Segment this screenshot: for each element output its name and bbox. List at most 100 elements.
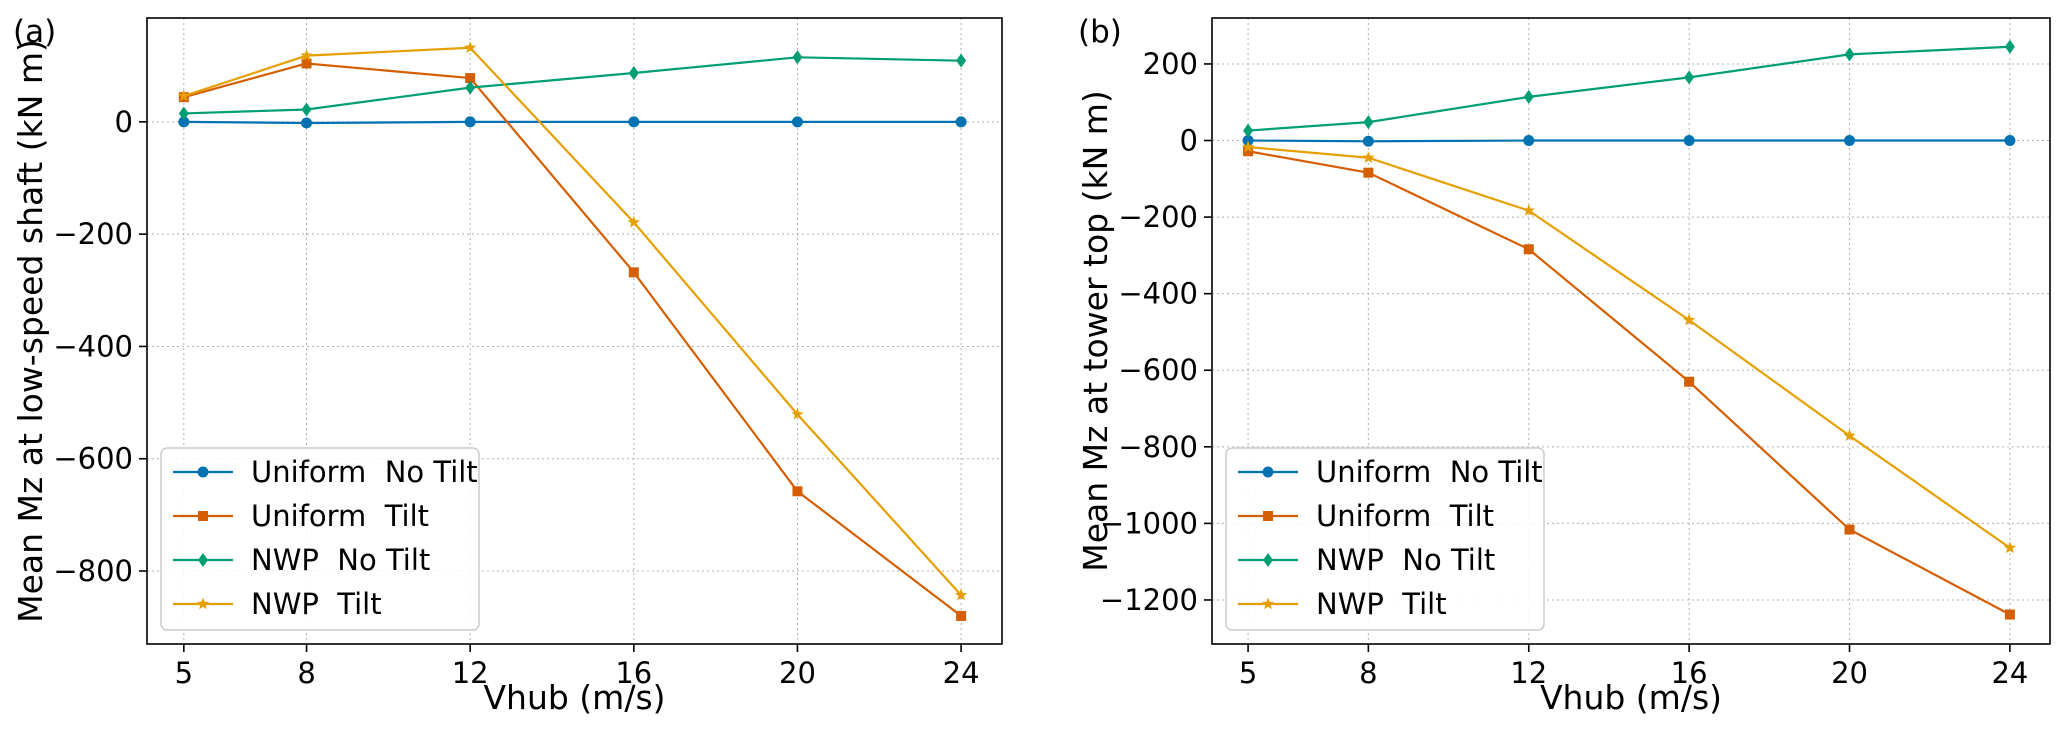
data-point xyxy=(464,116,476,128)
legend-label: Uniform Tilt xyxy=(1316,499,1494,533)
y-tick-label: −1000 xyxy=(1100,506,1198,540)
x-tick-label: 24 xyxy=(1991,656,2028,690)
series-line xyxy=(1248,45,2010,132)
x-tick-label: 12 xyxy=(452,656,489,690)
legend: Uniform No Tilt Uniform Tilt NWP No Tilt NW… xyxy=(160,447,480,631)
legend-marker xyxy=(198,511,208,521)
series-line xyxy=(183,46,962,596)
legend-label: Uniform No Tilt xyxy=(1316,455,1543,489)
y-tick-label: −400 xyxy=(1118,277,1198,311)
y-tick-label: 0 xyxy=(1180,124,1198,158)
data-point xyxy=(955,116,967,128)
x-tick-label: 20 xyxy=(779,656,816,690)
data-point xyxy=(1243,123,1254,138)
data-point xyxy=(1362,135,1374,147)
legend-label: NWP Tilt xyxy=(251,587,382,621)
data-point xyxy=(464,41,477,54)
series-line xyxy=(183,56,962,115)
series-diamond xyxy=(1243,39,2015,138)
legend-box xyxy=(160,447,480,631)
series-line xyxy=(1247,145,2011,549)
data-point xyxy=(465,73,476,84)
legend-label: NWP No Tilt xyxy=(251,543,430,577)
y-axis-label: Mean Mz at low-speed shaft (kN m) xyxy=(11,39,50,623)
data-point xyxy=(1844,135,1856,147)
y-tick-label: −600 xyxy=(1118,353,1198,387)
panel-a: 5 8 12 16 20 24 0 −200 −400 −600 −800 Vhub (m/s) Mea… xyxy=(11,14,1003,717)
legend-entry: Uniform No Tilt xyxy=(173,455,478,489)
x-tick-label: 12 xyxy=(1510,656,1547,690)
y-tick-label: 0 xyxy=(115,105,133,139)
x-tick-label: 8 xyxy=(1359,656,1377,690)
legend-box xyxy=(1225,447,1545,631)
legend-entry: NWP Tilt xyxy=(1238,587,1447,621)
series-star xyxy=(1241,140,2017,554)
x-axis-label: Vhub (m/s) xyxy=(483,678,665,717)
data-point xyxy=(792,486,803,497)
legend-marker xyxy=(1261,597,1275,610)
data-point xyxy=(1241,140,1255,153)
legend-marker xyxy=(1262,466,1274,478)
legend-marker xyxy=(197,466,209,478)
legend-entry: NWP No Tilt xyxy=(1238,543,1495,577)
data-point xyxy=(1843,429,1856,441)
series-circle xyxy=(1242,135,2016,147)
y-tick-label: −800 xyxy=(53,554,133,588)
legend-marker xyxy=(1263,553,1273,567)
data-point xyxy=(178,106,189,121)
x-tick-label: 20 xyxy=(1831,656,1868,690)
y-tick-label: 200 xyxy=(1143,47,1198,81)
data-point xyxy=(956,53,967,68)
series-line xyxy=(1248,139,2010,143)
data-point xyxy=(2004,39,2015,54)
data-point xyxy=(177,89,190,102)
panel-b: 5 8 12 16 20 24 200 0 −200 −400 −600 −800 −1000 −1200… xyxy=(1076,14,2051,717)
legend-entry: Uniform No Tilt xyxy=(1238,455,1543,489)
data-point xyxy=(301,58,312,69)
data-point xyxy=(1523,89,1534,104)
panel-label-a: (a) xyxy=(13,14,56,50)
y-tick-label: −200 xyxy=(53,217,133,251)
y-tick-label: −200 xyxy=(1118,200,1198,234)
data-point xyxy=(1242,135,1254,147)
legend-label: NWP No Tilt xyxy=(1316,543,1495,577)
data-point xyxy=(1684,376,1695,387)
data-point xyxy=(1682,313,1696,326)
data-point xyxy=(1523,135,1535,147)
data-point xyxy=(628,267,639,278)
legend-label: NWP Tilt xyxy=(1316,587,1447,621)
y-tick-label: −800 xyxy=(1118,430,1198,464)
data-point xyxy=(954,588,968,601)
x-tick-label: 16 xyxy=(615,656,652,690)
plot-frame xyxy=(146,17,1003,645)
data-point xyxy=(301,117,313,129)
series-circle xyxy=(178,116,967,129)
legend-entry: NWP Tilt xyxy=(173,587,382,621)
data-point xyxy=(792,50,803,65)
data-point xyxy=(1363,167,1374,178)
series-line xyxy=(183,120,962,125)
data-point xyxy=(1844,524,1855,535)
series-star xyxy=(177,41,968,601)
x-tick-label: 8 xyxy=(297,656,315,690)
data-point xyxy=(300,49,313,61)
y-axis-label: Mean Mz at tower top (kN m) xyxy=(1076,90,1115,572)
data-point xyxy=(1683,135,1695,147)
data-point xyxy=(791,407,804,420)
data-point xyxy=(1522,204,1535,216)
legend: Uniform No Tilt Uniform Tilt NWP No Tilt NW… xyxy=(1225,447,1545,631)
data-point xyxy=(1684,70,1695,85)
x-axis-label: Vhub (m/s) xyxy=(1540,678,1722,717)
panel-label-b: (b) xyxy=(1078,14,1122,50)
legend-entry: Uniform Tilt xyxy=(173,499,429,533)
data-point xyxy=(1243,146,1254,157)
legend-marker xyxy=(198,553,208,567)
plot-frame xyxy=(1211,17,2051,645)
data-point xyxy=(1363,115,1374,130)
series-diamond xyxy=(178,50,967,121)
y-tick-label: −1200 xyxy=(1100,583,1198,617)
x-tick-label: 16 xyxy=(1671,656,1708,690)
x-tick-label: 24 xyxy=(943,656,980,690)
data-point xyxy=(628,116,640,128)
